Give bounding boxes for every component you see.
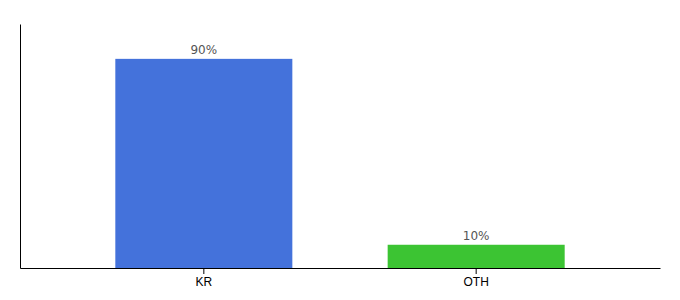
bar <box>115 59 292 268</box>
x-tick-label: KR <box>195 275 212 289</box>
x-axis-line <box>21 268 661 269</box>
x-tick-label: OTH <box>463 275 488 289</box>
data-label: 90% <box>190 43 217 57</box>
data-label: 10% <box>463 229 490 243</box>
y-axis <box>20 25 21 269</box>
x-tick: KR <box>195 268 212 289</box>
x-tick: OTH <box>463 268 488 289</box>
x-axis: KR OTH <box>21 268 661 289</box>
data-labels: 90% 10% <box>190 43 489 243</box>
x-tick-mark <box>476 268 477 274</box>
chart: KR OTH 90% 10% <box>0 0 680 300</box>
plot: KR OTH 90% 10% <box>21 25 661 289</box>
y-axis-line <box>20 25 21 269</box>
bar <box>388 245 565 268</box>
bars <box>115 59 564 268</box>
x-tick-mark <box>203 268 204 274</box>
